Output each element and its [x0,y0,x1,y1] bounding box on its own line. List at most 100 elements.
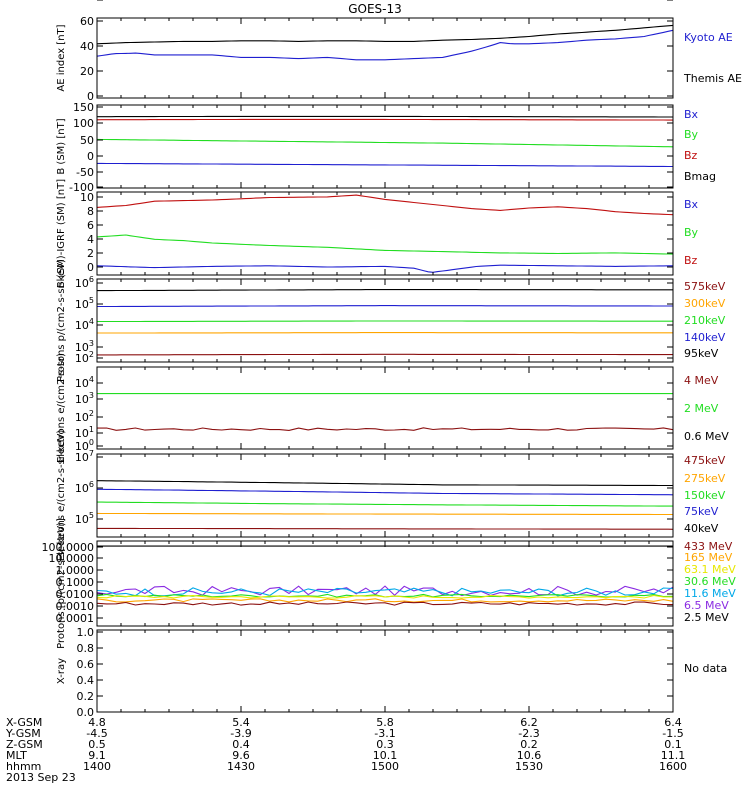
y-tick-label: 1.0 [77,626,95,639]
y-axis-label: AE index [nT] [56,24,67,91]
series-bz [97,195,673,215]
legend-2-5-mev: 2.5 MeV [684,611,729,624]
y-tick-label: 102 [75,350,94,365]
y-tick-label: -2 [83,0,94,3]
y-tick-label: 100 [73,117,94,130]
x-row-value: 1500 [371,760,399,773]
panel-frame [97,105,673,188]
x-row-value: 1430 [227,760,255,773]
y-tick-label: 40 [80,40,94,53]
series-140kev [97,306,673,307]
y-tick-label: 104 [75,317,94,332]
panel-frame [97,541,673,626]
y-tick-label: 60 [80,15,94,28]
legend-bz: Bz [684,149,698,162]
x-row-value: 1530 [515,760,543,773]
legend-140kev: 140keV [684,331,726,344]
legend-bx: Bx [684,108,699,121]
legend-275kev: 275keV [684,472,726,485]
y-tick-label: 103 [75,391,94,406]
legend-40kev: 40keV [684,522,719,535]
legend-no-data: No data [684,662,727,675]
y-tick-label: 0.2 [77,690,95,703]
y-axis-label: X-ray [56,658,67,684]
y-tick-label: 107 [75,449,94,464]
series-by [97,235,673,254]
y-tick-label: 106 [75,275,94,290]
panel-frame [97,18,673,98]
series-themis-ae [97,25,673,43]
legend-bx: Bx [684,198,699,211]
y-tick-label: 8 [87,205,94,218]
series-bx [97,163,673,166]
legend-575kev: 575keV [684,280,726,293]
y-tick-label: 2 [87,247,94,260]
series-40kev [97,481,673,486]
y-tick-label: 105 [75,511,94,526]
legend-by: By [684,226,699,239]
legend-0-6-mev: 0.6 MeV [684,430,729,443]
y-tick-label: 0.6 [77,658,95,671]
y-tick-label: 105 [75,296,94,311]
series-210kev [97,321,673,322]
series-433-mev [97,602,673,605]
legend-95kev: 95keV [684,347,719,360]
y-tick-label: 150 [73,101,94,114]
legend-kyoto-ae: Kyoto AE [684,31,733,44]
series-475kev [97,528,673,529]
y-tick-label: 104 [75,375,94,390]
panel-frame [97,630,673,712]
legend-75kev: 75keV [684,505,719,518]
series-kyoto-ae [97,30,673,60]
legend-bmag: Bmag [684,170,716,183]
y-tick-label: 20 [80,65,94,78]
x-row-value: 1400 [83,760,111,773]
y-tick-label: 0 [87,150,94,163]
series-75kev [97,489,673,495]
y-tick-label: 106 [75,480,94,495]
series-bmag [97,116,673,117]
y-tick-label: 6 [87,219,94,232]
series-by [97,139,673,146]
y-tick-label: 50 [80,134,94,147]
series-150kev [97,502,673,506]
date-label: 2013 Sep 23 [6,771,76,784]
y-tick-label: -50 [76,166,94,179]
y-tick-label: 4 [87,233,94,246]
legend-by: By [684,128,699,141]
y-tick-label: 0 [87,261,94,274]
series-275kev [97,513,673,514]
x-row-value: 1600 [659,760,687,773]
panel-7: 100.000010.00001.00000.10000.01000.00100… [42,518,737,649]
legend-210kev: 210keV [684,314,726,327]
series-63-1-mev [97,596,673,599]
panel-frame [97,192,673,275]
y-tick-label: 102 [75,409,94,424]
legend-2-mev: 2 MeV [684,402,719,415]
series-575kev [97,354,673,355]
series-bz [97,119,673,120]
series-95kev [97,290,673,291]
legend-475kev: 475keV [684,454,726,467]
series-165-mev [97,599,673,602]
y-tick-label: 10 [80,191,94,204]
panel-frame [97,454,673,537]
legend-bz: Bz [684,254,698,267]
y-axis-label: Protons [p/(cm2-s-sr-keV)] [56,518,67,649]
series-4-mev [97,428,673,431]
plot-title: GOES-13 [348,2,402,16]
y-tick-label: 0.4 [77,674,95,687]
legend-300kev: 300keV [684,297,726,310]
legend-4-mev: 4 MeV [684,374,719,387]
y-tick-label: 0.8 [77,642,95,655]
y-axis-label: B (SM) [nT] [56,118,67,174]
legend-themis-ae: Themis AE [683,72,742,85]
